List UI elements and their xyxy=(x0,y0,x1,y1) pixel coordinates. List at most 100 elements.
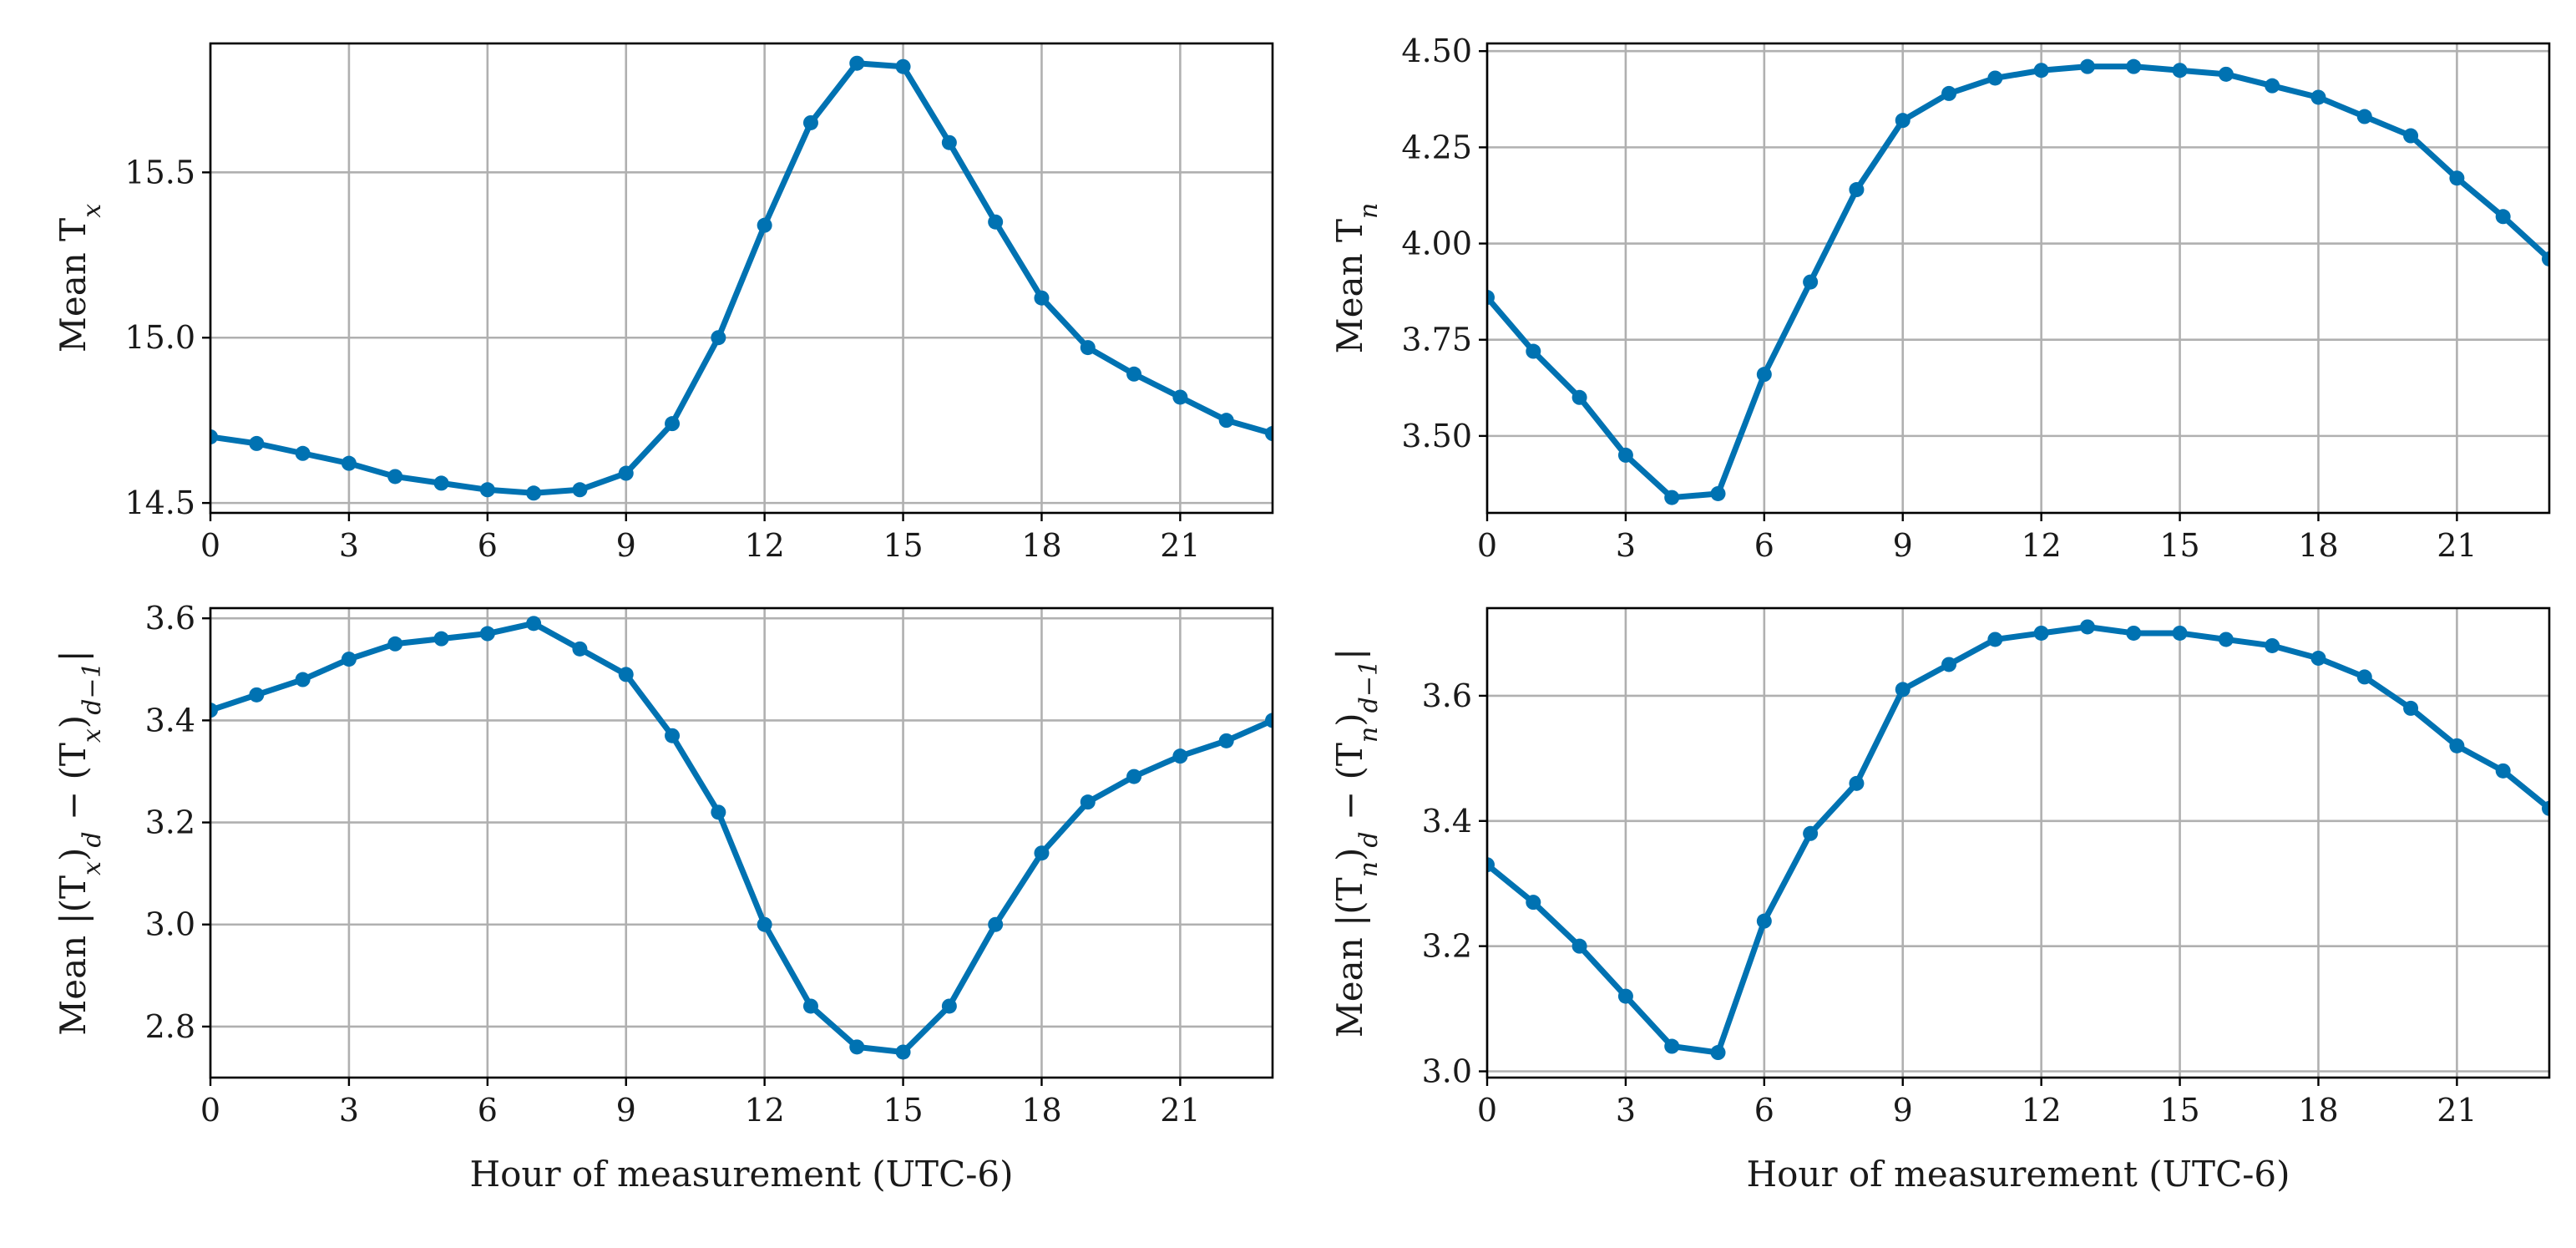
y-tick-label: 2.8 xyxy=(145,1008,195,1045)
y-tick-label: 3.0 xyxy=(1422,1053,1472,1090)
data-point xyxy=(1218,733,1234,748)
axes-frame xyxy=(1485,606,2551,1079)
data-point xyxy=(2218,632,2234,647)
x-tick-label: 0 xyxy=(1477,527,1497,564)
x-tick-label: 9 xyxy=(616,527,636,564)
x-tick-label: 21 xyxy=(2437,1092,2477,1129)
data-point xyxy=(2356,669,2372,685)
data-point xyxy=(387,636,403,652)
data-point xyxy=(341,652,357,667)
x-tick-label: 18 xyxy=(1021,527,1061,564)
y-tick-label: 4.50 xyxy=(1401,33,1472,69)
data-point xyxy=(1172,389,1188,405)
data-point xyxy=(1941,85,1957,101)
data-point xyxy=(1710,485,1726,501)
data-point xyxy=(572,482,588,498)
data-point xyxy=(210,703,218,718)
data-point xyxy=(1617,988,1633,1004)
data-point xyxy=(2033,63,2049,79)
data-point xyxy=(1034,290,1050,306)
x-tick-label: 12 xyxy=(2021,527,2061,564)
y-tick-label: 3.50 xyxy=(1401,418,1472,454)
x-tick-label: 6 xyxy=(1754,527,1774,564)
data-point xyxy=(1710,1045,1726,1061)
data-point xyxy=(711,804,726,820)
data-point xyxy=(2265,78,2280,94)
data-point xyxy=(526,616,542,632)
data-point xyxy=(433,631,449,647)
x-axis-label: Hour of measurement (UTC-6) xyxy=(1746,1154,2290,1195)
x-tick-label: 6 xyxy=(478,1092,498,1129)
data-point xyxy=(1756,913,1772,929)
data-point xyxy=(387,469,403,484)
x-tick-label: 21 xyxy=(1160,527,1200,564)
x-tick-label: 0 xyxy=(1477,1092,1497,1129)
data-point xyxy=(711,330,726,346)
data-point xyxy=(802,998,818,1014)
data-point xyxy=(849,1039,865,1055)
data-point xyxy=(988,214,1004,230)
x-tick-label: 6 xyxy=(478,527,498,564)
data-point xyxy=(1941,657,1957,672)
x-tick-label: 15 xyxy=(2159,527,2199,564)
data-point xyxy=(433,475,449,491)
data-point xyxy=(1987,70,2003,86)
y-tick-label: 4.00 xyxy=(1401,226,1472,262)
x-tick-label: 15 xyxy=(883,1092,923,1129)
data-point xyxy=(1218,413,1234,429)
data-point xyxy=(618,465,634,481)
data-point xyxy=(895,1044,911,1060)
data-point xyxy=(2542,251,2549,266)
data-point xyxy=(665,728,681,743)
x-tick-label: 18 xyxy=(2298,527,2338,564)
x-tick-label: 18 xyxy=(1021,1092,1061,1129)
y-tick-label: 3.2 xyxy=(145,804,195,841)
y-tick-label: 3.6 xyxy=(145,600,195,637)
data-point xyxy=(479,626,495,642)
x-tick-label: 21 xyxy=(2437,527,2477,564)
series-line xyxy=(1487,63,2549,501)
data-point xyxy=(1526,343,1541,359)
x-tick-label: 6 xyxy=(1754,1092,1774,1129)
data-point xyxy=(895,58,911,74)
data-point xyxy=(249,435,265,451)
x-tick-label: 12 xyxy=(744,1092,784,1129)
x-tick-label: 0 xyxy=(200,527,220,564)
data-point xyxy=(1172,748,1188,764)
data-point xyxy=(249,687,265,703)
x-tick-label: 0 xyxy=(200,1092,220,1129)
data-point xyxy=(1571,938,1587,954)
data-point xyxy=(1664,490,1680,505)
series-line xyxy=(210,620,1273,1055)
data-point xyxy=(618,667,634,682)
data-point xyxy=(210,429,218,444)
data-point xyxy=(1849,182,1865,198)
data-point xyxy=(1487,857,1495,873)
data-point xyxy=(2542,800,2549,816)
y-axis-label: Mean Tn xyxy=(1329,203,1384,354)
series-line xyxy=(1487,623,2549,1056)
axes-frame xyxy=(209,42,1274,515)
data-point xyxy=(757,916,772,932)
data-point xyxy=(1571,389,1587,405)
data-point xyxy=(1849,775,1865,791)
data-point xyxy=(1126,769,1142,784)
y-tick-label: 14.5 xyxy=(124,484,195,521)
chart-panel-top-right: 0 3 6 9 12 15 18 21 3.50 3.75 4.00 4.25 4.50 Mean Tn xyxy=(1329,33,2551,564)
chart-panel-top-left: 0 3 6 9 12 15 18 21 14.5 15.0 15.5 Mean Tx xyxy=(53,42,1274,564)
data-point xyxy=(295,672,311,687)
data-point xyxy=(2033,625,2049,641)
x-axis-label: Hour of measurement (UTC-6) xyxy=(469,1154,1013,1195)
data-point xyxy=(1126,366,1142,382)
data-point xyxy=(802,114,818,130)
y-tick-label: 3.6 xyxy=(1422,677,1472,714)
data-point xyxy=(2449,738,2465,753)
data-point xyxy=(2403,700,2419,716)
x-tick-label: 12 xyxy=(2021,1092,2061,1129)
x-tick-label: 21 xyxy=(1160,1092,1200,1129)
x-tick-label: 9 xyxy=(1893,527,1913,564)
x-tick-label: 15 xyxy=(2159,1092,2199,1129)
chart-panel-bottom-left: 0 3 6 9 12 15 18 21 2.8 3.0 3.2 3.4 3.6 Mean |(Tx)d −… xyxy=(53,600,1274,1195)
data-point xyxy=(1080,340,1096,356)
y-tick-label: 3.4 xyxy=(1422,803,1472,840)
